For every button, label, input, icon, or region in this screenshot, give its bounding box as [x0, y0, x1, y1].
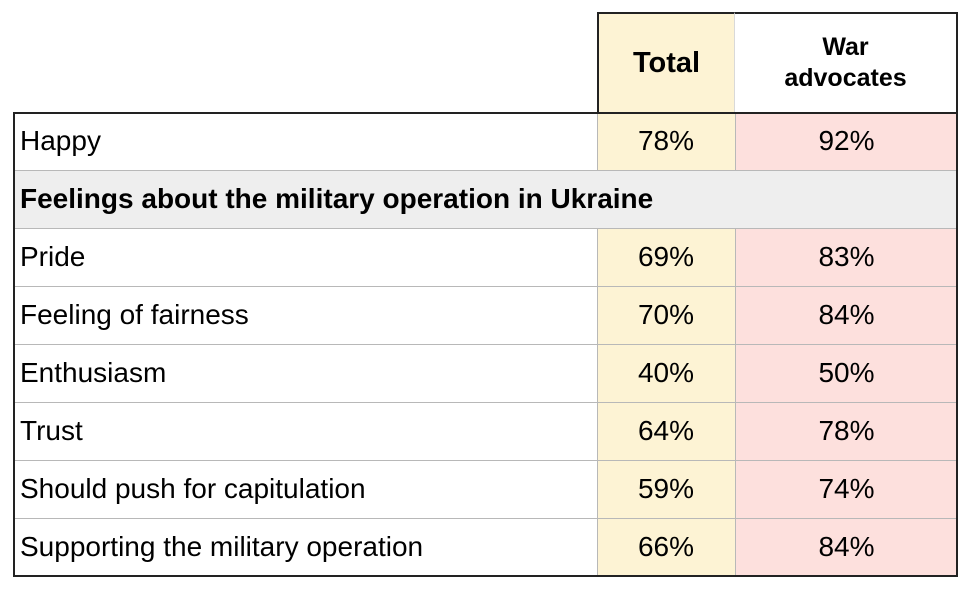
total-value: 59%: [597, 460, 735, 518]
row-label: Trust: [13, 402, 597, 460]
war-advocates-value: 78%: [735, 402, 958, 460]
column-divider: [597, 112, 598, 170]
total-value: 70%: [597, 286, 735, 344]
table-row: Supporting the military operation 66% 84…: [13, 518, 958, 576]
survey-table: Total War advocates Happy 78% 92% Feelin…: [13, 12, 958, 577]
column-header-war-advocates: War advocates: [735, 12, 958, 112]
row-label: Feeling of fairness: [13, 286, 597, 344]
total-value: 40%: [597, 344, 735, 402]
total-value: 78%: [597, 112, 735, 170]
row-divider: [13, 170, 958, 171]
war-advocates-value: 74%: [735, 460, 958, 518]
header-empty-cell: [13, 12, 597, 112]
war-advocates-value: 83%: [735, 228, 958, 286]
table-row: Should push for capitulation 59% 74%: [13, 460, 958, 518]
table-row: Happy 78% 92%: [13, 112, 958, 170]
row-label: Should push for capitulation: [13, 460, 597, 518]
table-row: Enthusiasm 40% 50%: [13, 344, 958, 402]
war-advocates-value: 84%: [735, 518, 958, 576]
row-divider: [13, 228, 958, 229]
column-divider: [735, 228, 736, 577]
column-header-total: Total: [597, 12, 735, 112]
war-advocates-value: 50%: [735, 344, 958, 402]
section-header-label: Feelings about the military operation in…: [20, 183, 654, 214]
section-header-row: Feelings about the military operation in…: [13, 170, 958, 228]
row-label: Enthusiasm: [13, 344, 597, 402]
column-divider: [735, 112, 736, 170]
table-row: Trust 64% 78%: [13, 402, 958, 460]
row-label: Happy: [13, 112, 597, 170]
row-label: Pride: [13, 228, 597, 286]
row-divider: [13, 460, 958, 461]
column-divider: [597, 228, 598, 577]
total-value: 64%: [597, 402, 735, 460]
row-divider: [13, 344, 958, 345]
war-advocates-value: 92%: [735, 112, 958, 170]
row-divider: [13, 402, 958, 403]
total-value: 66%: [597, 518, 735, 576]
table-row: Pride 69% 83%: [13, 228, 958, 286]
row-divider: [13, 518, 958, 519]
column-header-war-advocates-text: War advocates: [784, 32, 907, 92]
row-divider: [13, 286, 958, 287]
row-label: Supporting the military operation: [13, 518, 597, 576]
total-value: 69%: [597, 228, 735, 286]
table-row: Feeling of fairness 70% 84%: [13, 286, 958, 344]
war-advocates-value: 84%: [735, 286, 958, 344]
